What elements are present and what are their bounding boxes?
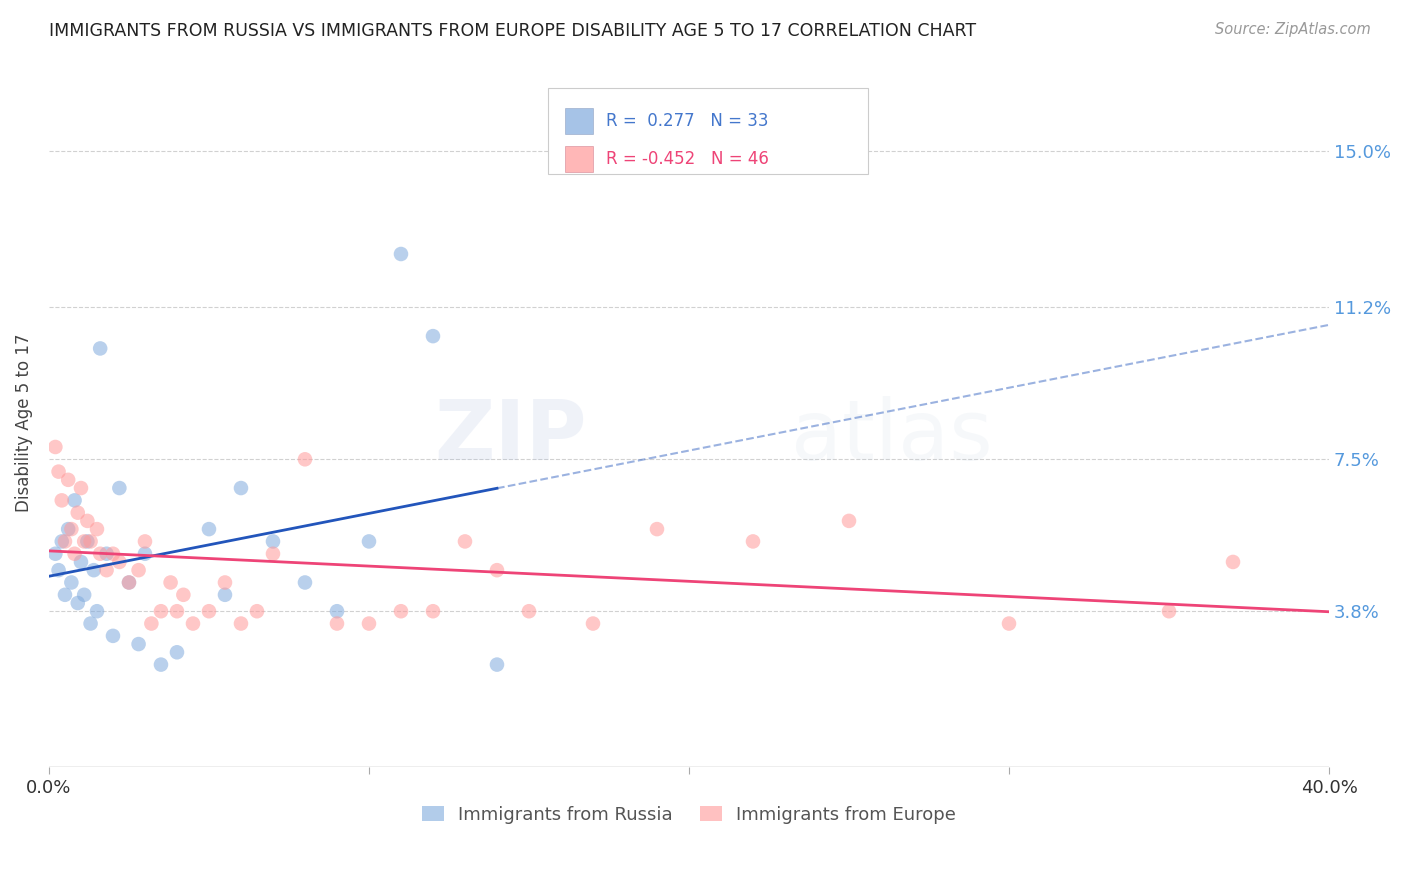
- Point: [66, 596, 89, 610]
- Point: [79, 616, 101, 631]
- Point: [108, 481, 131, 495]
- Point: [96, 547, 118, 561]
- Point: [128, 563, 150, 577]
- Point: [262, 534, 284, 549]
- Point: [63, 493, 86, 508]
- Point: [60, 575, 83, 590]
- Text: Source: ZipAtlas.com: Source: ZipAtlas.com: [1215, 22, 1371, 37]
- Point: [517, 604, 540, 618]
- Point: [326, 604, 349, 618]
- Point: [101, 629, 124, 643]
- Bar: [565, 108, 593, 135]
- Point: [86, 522, 108, 536]
- Point: [89, 342, 111, 356]
- Point: [56, 522, 79, 536]
- Point: [838, 514, 860, 528]
- Point: [118, 575, 141, 590]
- Point: [485, 657, 508, 672]
- Point: [101, 547, 124, 561]
- Point: [742, 534, 765, 549]
- Point: [73, 588, 96, 602]
- Point: [294, 575, 316, 590]
- Point: [229, 616, 252, 631]
- Point: [326, 616, 349, 631]
- Point: [141, 616, 163, 631]
- Point: [108, 555, 131, 569]
- Point: [246, 604, 269, 618]
- Point: [118, 575, 141, 590]
- Point: [48, 563, 70, 577]
- Point: [422, 604, 444, 618]
- Point: [229, 481, 252, 495]
- Point: [53, 534, 76, 549]
- Point: [76, 514, 98, 528]
- Point: [44, 440, 66, 454]
- Point: [44, 547, 66, 561]
- Point: [357, 534, 380, 549]
- Point: [70, 555, 93, 569]
- Point: [86, 604, 108, 618]
- Point: [454, 534, 477, 549]
- Point: [51, 493, 73, 508]
- Point: [96, 563, 118, 577]
- Point: [89, 547, 111, 561]
- Point: [66, 506, 89, 520]
- Point: [159, 575, 181, 590]
- Point: [166, 604, 188, 618]
- Text: R = -0.452   N = 46: R = -0.452 N = 46: [606, 150, 769, 168]
- Point: [53, 588, 76, 602]
- Bar: [565, 145, 593, 172]
- Point: [422, 329, 444, 343]
- Point: [63, 547, 86, 561]
- Y-axis label: Disability Age 5 to 17: Disability Age 5 to 17: [15, 333, 32, 512]
- Point: [134, 547, 156, 561]
- Point: [389, 604, 412, 618]
- Legend: Immigrants from Russia, Immigrants from Europe: Immigrants from Russia, Immigrants from …: [422, 805, 956, 824]
- Point: [166, 645, 188, 659]
- Point: [70, 481, 93, 495]
- Point: [60, 522, 83, 536]
- Point: [1157, 604, 1180, 618]
- Point: [1222, 555, 1244, 569]
- Text: IMMIGRANTS FROM RUSSIA VS IMMIGRANTS FROM EUROPE DISABILITY AGE 5 TO 17 CORRELAT: IMMIGRANTS FROM RUSSIA VS IMMIGRANTS FRO…: [49, 22, 976, 40]
- Point: [172, 588, 194, 602]
- Point: [389, 247, 412, 261]
- Point: [214, 588, 236, 602]
- Point: [79, 534, 101, 549]
- Point: [214, 575, 236, 590]
- Text: atlas: atlas: [792, 396, 993, 476]
- Point: [83, 563, 105, 577]
- Point: [51, 534, 73, 549]
- Point: [998, 616, 1021, 631]
- Point: [134, 534, 156, 549]
- Point: [56, 473, 79, 487]
- Point: [181, 616, 204, 631]
- Point: [128, 637, 150, 651]
- Point: [149, 604, 172, 618]
- Point: [262, 547, 284, 561]
- Point: [198, 522, 221, 536]
- FancyBboxPatch shape: [548, 87, 868, 174]
- Point: [485, 563, 508, 577]
- Point: [582, 616, 605, 631]
- Point: [73, 534, 96, 549]
- Point: [76, 534, 98, 549]
- Text: R =  0.277   N = 33: R = 0.277 N = 33: [606, 112, 768, 130]
- Point: [357, 616, 380, 631]
- Point: [149, 657, 172, 672]
- Point: [294, 452, 316, 467]
- Text: ZIP: ZIP: [434, 396, 586, 476]
- Point: [48, 465, 70, 479]
- Point: [645, 522, 668, 536]
- Point: [198, 604, 221, 618]
